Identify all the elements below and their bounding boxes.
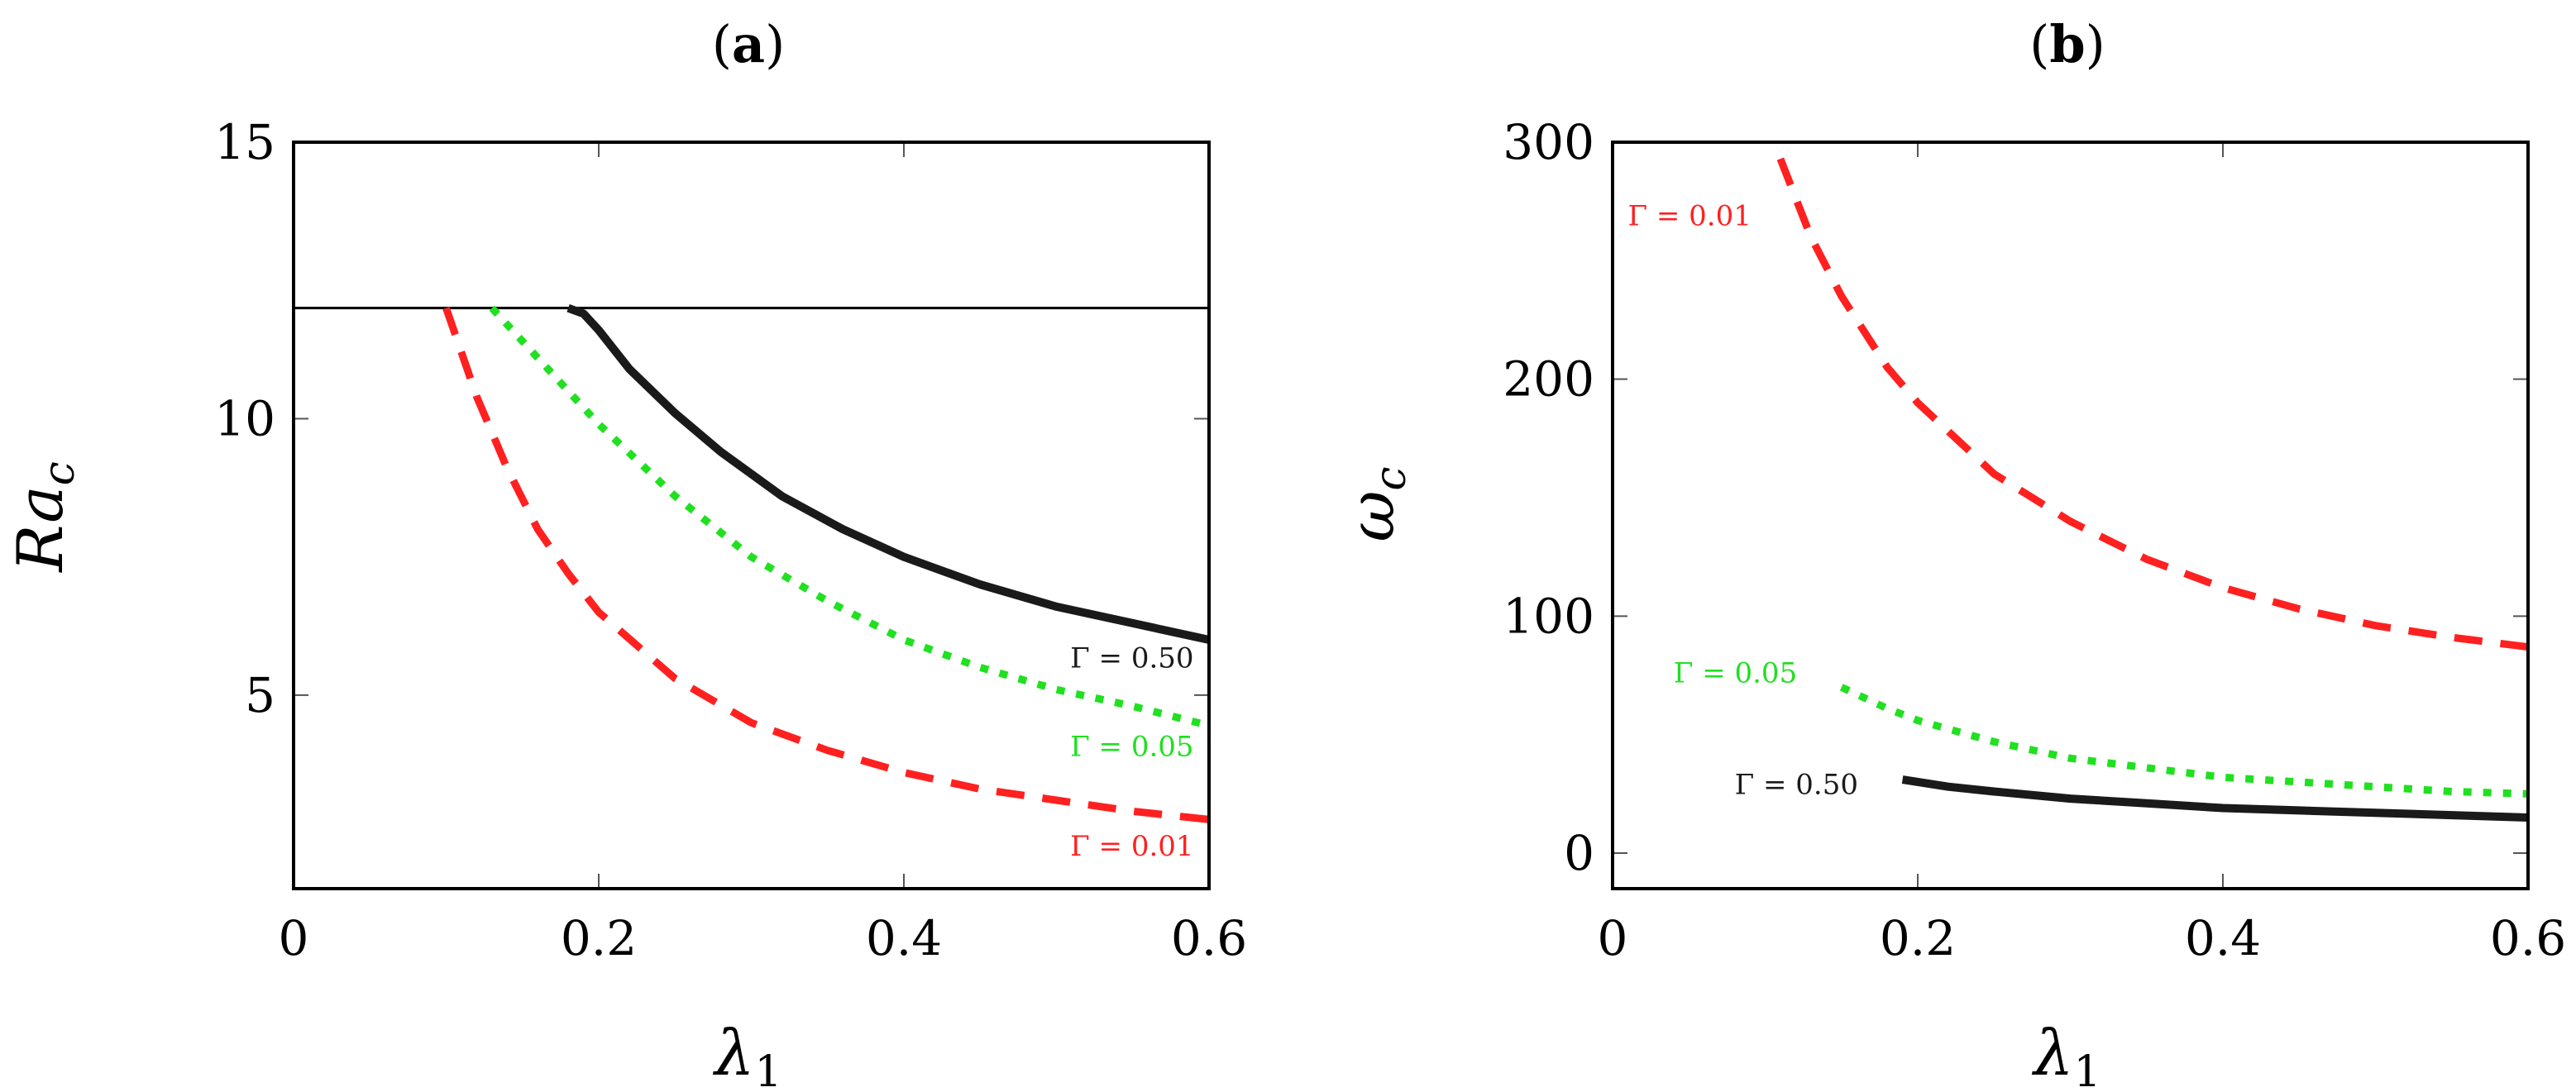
series-annotation-2: Γ = 0.50 — [1735, 768, 1858, 801]
y-tick-label: 5 — [245, 667, 275, 723]
panel-a-xlabel-sub: 1 — [755, 1047, 782, 1092]
x-tick-label: 0.4 — [2185, 910, 2261, 966]
panel-a-xlabel: λ1 — [712, 1016, 781, 1092]
panel-b-ylabel-sub: c — [1366, 466, 1416, 490]
series-annotation-1: Γ = 0.05 — [1070, 730, 1193, 763]
panel-b-ylabel: ωc — [1335, 466, 1416, 541]
series-line-2 — [566, 303, 1211, 644]
series-line-0 — [442, 307, 1210, 823]
panel-a-tick-labels: 0 0.2 0.4 0.6 5 10 15 — [214, 114, 1247, 966]
panel-b-xlabel-sub: 1 — [2074, 1047, 2101, 1092]
panel-b-series — [1776, 157, 2529, 822]
panel-a-title-letter: a — [732, 14, 765, 74]
panel-b-xlabel-main: λ — [2031, 1016, 2073, 1090]
y-tick-label: 0 — [1564, 825, 1594, 881]
series-annotation-0: Γ = 0.50 — [1070, 641, 1193, 675]
panel-a-ticks — [293, 141, 1210, 889]
series-line-1 — [489, 305, 1211, 730]
panel-a-annotations: Γ = 0.50 Γ = 0.05 Γ = 0.01 — [1070, 641, 1193, 862]
panel-b-title-letter: b — [2049, 14, 2085, 74]
panel-a-ylabel: Rac — [3, 461, 84, 573]
y-tick-label: 300 — [1503, 114, 1594, 170]
panel-b-ylabel-main: ω — [1335, 491, 1408, 542]
series-annotation-2: Γ = 0.01 — [1070, 830, 1193, 863]
panel-a-title: (a) — [712, 14, 786, 74]
panel-b-title: (b) — [2029, 14, 2105, 74]
series-line-0 — [1776, 157, 2529, 651]
x-tick-label: 0.4 — [866, 910, 942, 966]
series-line-2 — [1901, 775, 2529, 822]
x-tick-label: 0.2 — [1880, 910, 1956, 966]
panel-a-ylabel-main: Ra — [3, 485, 77, 573]
x-tick-label: 0.2 — [561, 910, 637, 966]
y-tick-label: 100 — [1503, 588, 1594, 644]
y-tick-label: 10 — [214, 390, 275, 446]
series-annotation-0: Γ = 0.01 — [1627, 199, 1751, 232]
panel-a-title-open: ( — [712, 14, 732, 74]
panel-b-xlabel: λ1 — [2031, 1016, 2100, 1092]
x-tick-label: 0 — [1598, 910, 1628, 966]
panel-b-frame — [1611, 141, 2530, 890]
series-annotation-1: Γ = 0.05 — [1674, 657, 1797, 690]
panel-a-ylabel-sub: c — [35, 461, 84, 485]
panel-a-title-close: ) — [765, 14, 785, 74]
x-tick-label: 0 — [279, 910, 309, 966]
panel-a-xlabel-main: λ — [712, 1016, 754, 1090]
panel-a-frame — [292, 141, 1211, 890]
x-tick-label: 0.6 — [1171, 910, 1247, 966]
panel-a-series — [442, 303, 1211, 823]
y-tick-label: 15 — [214, 114, 275, 170]
x-tick-label: 0.6 — [2490, 910, 2566, 966]
panel-b-tick-labels: 0 0.2 0.4 0.6 0 100 200 300 — [1503, 114, 2566, 966]
panel-b-annotations: Γ = 0.01 Γ = 0.05 Γ = 0.50 — [1627, 199, 1858, 801]
y-tick-label: 200 — [1503, 351, 1594, 408]
panel-b-title-open: ( — [2029, 14, 2049, 74]
panel-b-title-close: ) — [2086, 14, 2105, 74]
series-line-1 — [1839, 684, 2529, 798]
